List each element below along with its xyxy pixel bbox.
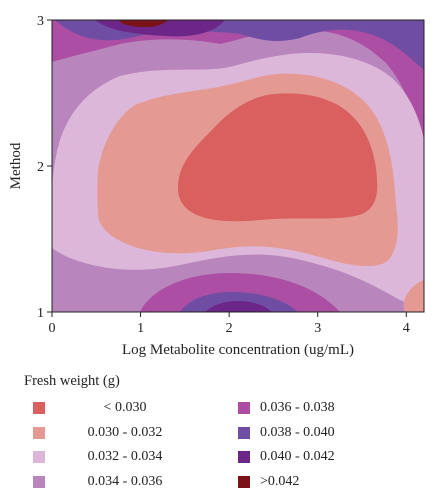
y-axis-label: Method: [8, 142, 24, 189]
legend-swatch: [238, 451, 250, 463]
legend-label: 0.032 - 0.034: [87, 449, 163, 464]
legend-item: 0.040 - 0.042: [227, 449, 427, 465]
legend-swatch: [33, 451, 45, 463]
legend-label: >0.042: [260, 473, 300, 489]
legend-title: Fresh weight (g): [24, 373, 120, 389]
y-tick-label: 3: [37, 14, 44, 29]
legend-item: 0.036 - 0.038: [227, 400, 427, 416]
y-tick-label: 1: [37, 306, 44, 321]
legend-swatch: [238, 402, 250, 414]
legend: Fresh weight (g) < 0.030 0.036 - 0.038 0.0…: [22, 373, 432, 490]
x-tick-label: 1: [137, 321, 144, 336]
y-axis: 1 2 3: [37, 14, 52, 321]
legend-grid: < 0.030 0.036 - 0.038 0.030 - 0.032 0.038 -…: [22, 400, 432, 490]
contour-region-0.040-0.042-bottom: [205, 301, 272, 312]
legend-item: 0.032 - 0.034: [22, 449, 227, 465]
legend-label: 0.034 - 0.036: [87, 473, 163, 489]
legend-item: 0.030 - 0.032: [22, 425, 227, 441]
legend-item: < 0.030: [22, 400, 227, 416]
x-tick-label: 0: [49, 321, 56, 336]
legend-swatch: [238, 475, 250, 488]
legend-swatch: [238, 426, 250, 439]
contour-region-0.030-0.032-corner: [403, 280, 424, 312]
plot-area: [52, 20, 424, 312]
legend-item: 0.034 - 0.036: [22, 474, 227, 490]
legend-label: 0.036 - 0.038: [260, 400, 335, 415]
x-axis-label: Log Metabolite concentration (ug/mL): [122, 342, 354, 358]
legend-item: >0.042: [227, 474, 427, 490]
x-tick-label: 3: [314, 321, 321, 336]
x-axis: 0 1 2 3 4: [49, 312, 410, 336]
legend-label: 0.038 - 0.040: [260, 424, 335, 440]
legend-label: < 0.030: [103, 400, 147, 415]
x-tick-label: 4: [403, 321, 410, 336]
legend-label: 0.030 - 0.032: [87, 424, 163, 440]
contour-region-under-0.030: [178, 93, 378, 222]
contour-region-over-0.042: [118, 20, 168, 28]
legend-swatch: [33, 426, 45, 439]
legend-label: 0.040 - 0.042: [260, 449, 335, 464]
legend-item: 0.038 - 0.040: [227, 425, 427, 441]
legend-swatch: [33, 402, 45, 414]
x-tick-label: 2: [226, 321, 233, 336]
y-tick-label: 2: [37, 160, 44, 175]
legend-swatch: [33, 475, 45, 488]
